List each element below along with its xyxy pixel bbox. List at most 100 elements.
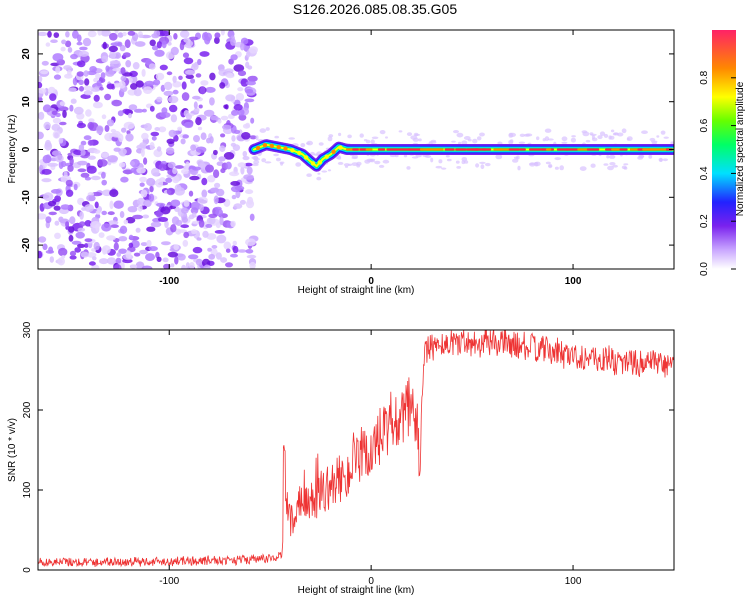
noise-blob <box>95 210 101 215</box>
noise-blob <box>170 263 175 268</box>
noise-blob <box>38 31 48 37</box>
snr-frame <box>37 329 675 571</box>
noise-blob <box>160 206 171 215</box>
noise-blob <box>142 108 147 113</box>
noise-blob <box>220 115 229 121</box>
noise-blob <box>182 52 190 58</box>
noise-blob <box>83 90 93 96</box>
noise-blob <box>131 240 140 249</box>
ridge-halo-dot <box>455 160 460 164</box>
noise-blob <box>188 254 199 260</box>
noise-blob <box>215 208 224 217</box>
noise-blob <box>167 161 176 169</box>
ridge-halo-dot <box>663 136 669 139</box>
noise-blob <box>133 252 141 257</box>
ridge-halo-dot <box>435 165 443 169</box>
ridge-halo-dot <box>456 166 462 169</box>
noise-blob <box>53 74 62 80</box>
noise-blob <box>76 71 85 77</box>
noise-blob <box>214 230 225 234</box>
x-tick-label: 0 <box>368 276 374 287</box>
noise-blob <box>84 243 89 248</box>
noise-blob <box>174 184 182 192</box>
noise-blob <box>106 83 115 90</box>
ridge-bead <box>290 148 295 153</box>
noise-blob <box>129 161 135 166</box>
noise-blob <box>181 264 186 269</box>
y-tick-label: -20 <box>21 237 32 252</box>
noise-blob <box>89 122 99 131</box>
noise-blob <box>218 69 228 77</box>
ridge-halo-dot <box>359 133 364 138</box>
noise-blob <box>172 75 177 83</box>
ridge-halo-dot <box>637 156 644 160</box>
noise-blob <box>146 226 156 232</box>
noise-blob <box>82 37 92 47</box>
noise-blob <box>61 254 66 259</box>
ridge-halo-dot <box>288 137 296 140</box>
noise-blob <box>98 232 105 239</box>
noise-blob <box>119 162 126 168</box>
ridge-halo-dot <box>479 161 486 164</box>
noise-blob <box>232 240 237 246</box>
x-tick-label: 100 <box>565 576 582 587</box>
noise-blob <box>144 123 152 131</box>
noise-blob <box>156 256 162 262</box>
noise-blob <box>101 179 107 186</box>
noise-blob <box>74 247 81 253</box>
noise-blob <box>136 167 146 174</box>
noise-blob <box>195 258 203 266</box>
noise-blob <box>183 199 190 207</box>
noise-blob <box>93 94 100 102</box>
noise-blob <box>97 159 108 167</box>
noise-blob <box>130 264 138 269</box>
ridge-halo-dot <box>495 154 503 160</box>
noise-blob <box>237 70 247 77</box>
ridge-halo-dot <box>536 136 540 141</box>
noise-blob <box>112 67 123 72</box>
noise-blob <box>146 177 156 187</box>
noise-blob <box>214 182 221 188</box>
noise-blob <box>246 80 256 86</box>
noise-blob <box>100 72 106 79</box>
ridge-halo-dot <box>445 155 450 158</box>
noise-blob <box>65 179 73 187</box>
noise-blob <box>120 67 126 75</box>
ridge-halo-dot <box>660 130 666 135</box>
noise-blob <box>208 253 216 260</box>
ridge-halo-dot <box>378 164 385 168</box>
noise-blob <box>210 187 219 192</box>
ridge-halo-dot <box>603 163 609 166</box>
noise-blob <box>156 96 163 103</box>
noise-blob <box>247 65 253 70</box>
noise-blob <box>230 142 237 147</box>
noise-blob <box>70 98 77 104</box>
noise-blob <box>206 217 213 224</box>
ridge-halo-dot <box>394 154 399 158</box>
ridge-bead <box>269 143 274 148</box>
noise-blob <box>110 224 119 228</box>
noise-blob <box>186 40 194 47</box>
noise-blob <box>173 134 179 142</box>
x-tick-label: -100 <box>159 276 179 287</box>
noise-blob <box>225 262 233 268</box>
noise-blob <box>77 34 82 43</box>
noise-blob <box>242 156 250 161</box>
noise-blob <box>207 247 213 252</box>
noise-blob <box>58 160 64 169</box>
noise-blob <box>205 86 216 93</box>
ridge-halo-dot <box>253 160 260 165</box>
ridge-halo-dot <box>476 136 482 141</box>
noise-blob <box>197 58 202 66</box>
noise-blob <box>101 114 107 120</box>
noise-blob <box>38 236 47 243</box>
noise-blob <box>173 244 179 251</box>
noise-blob <box>149 105 155 112</box>
x-tick-label: 0 <box>368 576 374 587</box>
noise-blob <box>177 126 183 131</box>
noise-blob <box>101 55 109 63</box>
ridge-bead <box>324 154 329 159</box>
ridge-bead <box>276 145 281 150</box>
noise-blob <box>85 109 92 117</box>
